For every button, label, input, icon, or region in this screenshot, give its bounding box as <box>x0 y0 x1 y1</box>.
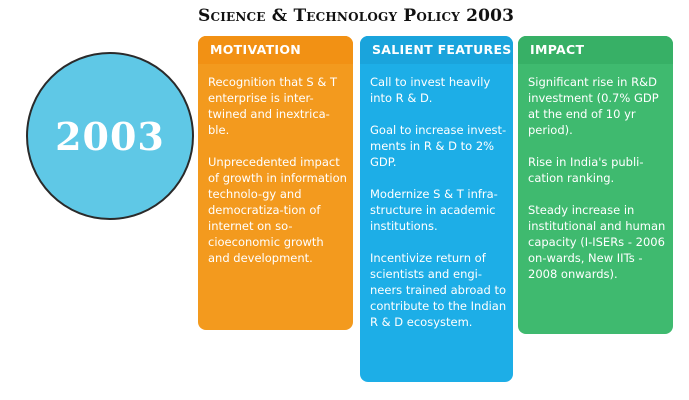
feature-item: Call to invest heavily into R & D. <box>370 75 491 105</box>
salient-features-column: SALIENT FEATURES Call to invest heavily … <box>360 36 513 382</box>
feature-item: Modernize S & T infra-structure in acade… <box>370 187 498 233</box>
salient-features-body: Call to invest heavily into R & D. Goal … <box>360 64 513 338</box>
impact-item: Significant rise in R&D investment (0.7%… <box>528 75 659 137</box>
motivation-body: Recognition that S & T enterprise is int… <box>198 64 353 274</box>
year-circle: 2003 <box>26 52 194 220</box>
impact-column: IMPACT Significant rise in R&D investmen… <box>518 36 673 334</box>
salient-features-header: SALIENT FEATURES <box>360 36 513 64</box>
motivation-column: MOTIVATION Recognition that S & T enterp… <box>198 36 353 330</box>
page-title: Science & Technology Policy 2003 <box>198 6 515 26</box>
motivation-item: Recognition that S & T enterprise is int… <box>208 75 337 137</box>
feature-item: Incentivize return of scientists and eng… <box>370 251 507 329</box>
feature-item: Goal to increase invest-ments in R & D t… <box>370 123 507 169</box>
impact-item: Rise in India's publi-cation ranking. <box>528 155 644 185</box>
motivation-item: Unprecedented impact of growth in inform… <box>208 155 347 265</box>
motivation-header: MOTIVATION <box>198 36 353 64</box>
impact-body: Significant rise in R&D investment (0.7%… <box>518 64 673 290</box>
year-label: 2003 <box>55 113 165 159</box>
impact-header: IMPACT <box>518 36 673 64</box>
impact-item: Steady increase in institutional and hum… <box>528 203 666 281</box>
